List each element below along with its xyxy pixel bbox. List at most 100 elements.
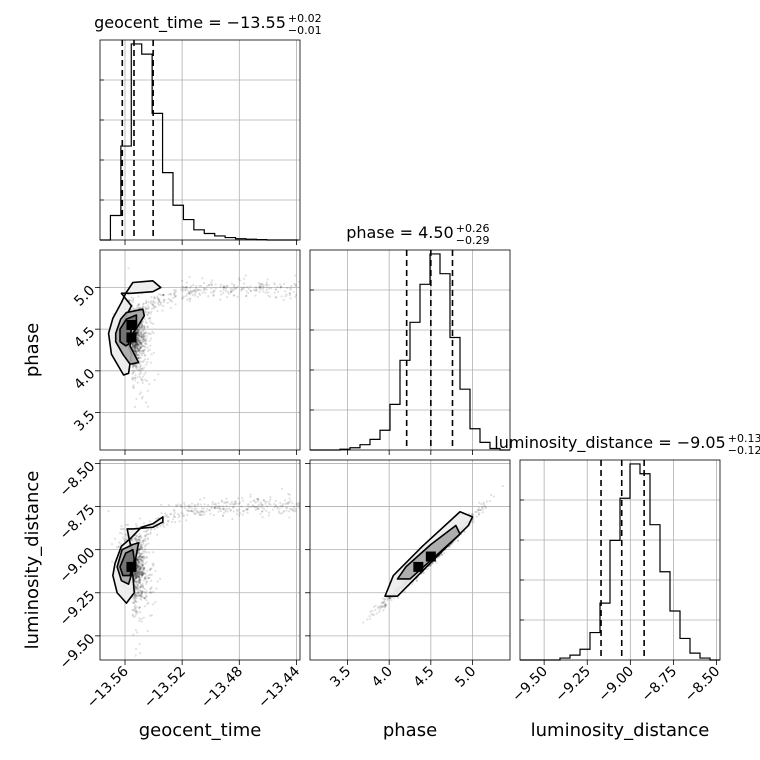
scatter-luminosity_distance-vs-geocent_time-point [138, 562, 141, 565]
scatter-luminosity_distance-vs-geocent_time-point [134, 572, 137, 575]
scatter-luminosity_distance-vs-geocent_time-point [226, 501, 229, 504]
scatter-phase-vs-geocent_time-point [146, 313, 149, 316]
scatter-phase-vs-geocent_time-point [137, 328, 140, 332]
scatter-phase-vs-geocent_time-point [132, 297, 135, 300]
scatter-phase-vs-geocent_time-point [154, 301, 157, 304]
scatter-phase-vs-geocent_time-point [174, 290, 177, 293]
scatter-luminosity_distance-vs-geocent_time-point [247, 503, 251, 506]
scatter-phase-vs-geocent_time-point [133, 350, 137, 353]
scatter-luminosity_distance-vs-phase-point [384, 605, 387, 608]
scatter-luminosity_distance-vs-geocent_time-point [135, 540, 138, 543]
scatter-phase-vs-geocent_time-point [137, 357, 141, 360]
scatter-phase-vs-geocent_time-point [214, 287, 217, 290]
scatter-phase-vs-geocent_time-point [202, 287, 206, 290]
scatter-phase-vs-geocent_time-point [131, 378, 134, 381]
scatter-luminosity_distance-vs-geocent_time-point [228, 507, 231, 510]
scatter-luminosity_distance-vs-geocent_time-point [296, 502, 299, 505]
scatter-phase-vs-geocent_time-point [137, 332, 140, 335]
scatter-luminosity_distance-vs-phase-plot-area [362, 484, 504, 624]
scatter-luminosity_distance-vs-geocent_time-point [141, 572, 144, 575]
scatter-phase-vs-geocent_time-point [136, 346, 139, 349]
scatter-luminosity_distance-vs-phase-point [389, 597, 393, 600]
scatter-luminosity_distance-vs-geocent_time-point [146, 602, 149, 605]
scatter-phase-vs-geocent_time-point [144, 342, 147, 345]
scatter-phase-vs-geocent_time-point [186, 289, 189, 292]
scatter-phase-vs-geocent_time-point [145, 363, 148, 366]
scatter-phase-vs-geocent_time-point [200, 285, 203, 288]
scatter-phase-vs-geocent_time-point [135, 397, 138, 400]
scatter-luminosity_distance-vs-phase-point [379, 604, 383, 607]
scatter-luminosity_distance-vs-geocent_time-point [137, 566, 140, 569]
scatter-luminosity_distance-vs-geocent_time-point [134, 575, 137, 578]
scatter-phase-vs-geocent_time-point [138, 329, 141, 332]
scatter-luminosity_distance-vs-geocent_time-point [139, 542, 142, 545]
scatter-luminosity_distance-vs-geocent_time-point [297, 503, 300, 506]
scatter-phase-vs-geocent_time-point [188, 291, 191, 294]
scatter-phase-vs-geocent_time-point [138, 347, 141, 350]
scatter-luminosity_distance-vs-phase-point [372, 605, 376, 608]
scatter-phase-vs-geocent_time-point [292, 290, 296, 294]
hist-luminosity_distance-bin-17 [690, 653, 700, 660]
scatter-phase-vs-geocent_time-point [162, 300, 166, 304]
scatter-phase-vs-geocent_time-point [290, 285, 293, 288]
scatter-luminosity_distance-vs-phase-point [382, 605, 385, 608]
scatter-phase-vs-geocent_time-point [148, 332, 151, 335]
scatter-luminosity_distance-vs-phase-point [376, 606, 380, 610]
scatter-luminosity_distance-vs-geocent_time-point [117, 545, 120, 548]
scatter-phase-vs-geocent_time-point [136, 336, 139, 339]
scatter-phase-vs-geocent_time-point [242, 277, 246, 280]
scatter-phase-vs-geocent_time-point [137, 329, 141, 332]
scatter-luminosity_distance-vs-phase-point [390, 599, 393, 602]
scatter-luminosity_distance-vs-geocent_time-point [133, 594, 136, 598]
scatter-phase-vs-geocent_time-point [222, 284, 225, 287]
scatter-luminosity_distance-vs-geocent_time-point [137, 590, 140, 593]
scatter-phase-vs-geocent_time-point [252, 288, 256, 291]
scatter-phase-vs-geocent_time-point [150, 295, 153, 299]
y-axis-label-phase: phase [22, 323, 43, 377]
scatter-luminosity_distance-vs-geocent_time-point [140, 591, 143, 595]
scatter-luminosity_distance-vs-geocent_time-point [141, 552, 144, 555]
scatter-luminosity_distance-vs-geocent_time-point [138, 548, 141, 551]
scatter-luminosity_distance-vs-geocent_time-point [147, 542, 150, 545]
scatter-luminosity_distance-vs-geocent_time-point [274, 503, 277, 506]
scatter-luminosity_distance-vs-geocent_time-point [138, 552, 141, 555]
scatter-luminosity_distance-vs-geocent_time-point [238, 514, 241, 517]
scatter-luminosity_distance-vs-geocent_time-point [144, 572, 147, 575]
scatter-phase-vs-geocent_time-point [149, 332, 152, 336]
scatter-luminosity_distance-vs-phase-point [477, 508, 480, 512]
scatter-luminosity_distance-vs-geocent_time-point [175, 505, 178, 508]
scatter-luminosity_distance-vs-geocent_time-point [141, 564, 144, 567]
scatter-luminosity_distance-vs-geocent_time-point [279, 504, 282, 507]
scatter-phase-vs-geocent_time-point [130, 343, 134, 346]
scatter-luminosity_distance-vs-phase-point [477, 506, 481, 509]
scatter-luminosity_distance-vs-geocent_time-point [142, 586, 145, 589]
scatter-phase-vs-geocent_time-point [141, 381, 144, 384]
scatter-luminosity_distance-vs-geocent_time-point [137, 560, 140, 564]
scatter-luminosity_distance-vs-geocent_time-point [125, 523, 128, 526]
scatter-phase-vs-geocent_time-point [262, 284, 265, 287]
scatter-luminosity_distance-vs-geocent_time-point [138, 539, 141, 542]
scatter-luminosity_distance-vs-geocent_time-point [178, 520, 181, 523]
scatter-phase-vs-geocent_time-point [135, 343, 138, 346]
scatter-phase-vs-geocent_time-point [142, 334, 145, 337]
scatter-phase-vs-geocent_time-point [147, 349, 150, 352]
scatter-phase-vs-geocent_time-point [142, 305, 145, 308]
scatter-luminosity_distance-vs-geocent_time-point [276, 507, 279, 510]
hist-phase-title-plus: +0.26 [456, 222, 490, 235]
scatter-luminosity_distance-vs-geocent_time-point [140, 556, 143, 559]
scatter-phase-vs-geocent_time-point [139, 345, 142, 348]
scatter-phase-vs-geocent_time-point [144, 301, 148, 304]
scatter-luminosity_distance-vs-geocent_time-point [134, 579, 137, 583]
scatter-phase-vs-geocent_time-point [137, 350, 140, 353]
scatter-luminosity_distance-vs-phase-point [475, 510, 478, 513]
scatter-phase-vs-geocent_time-point [152, 331, 155, 335]
scatter-phase-vs-geocent_time-point [136, 347, 139, 350]
scatter-phase-vs-geocent_time-point [294, 295, 297, 298]
scatter-phase-vs-geocent_time-point [152, 300, 155, 303]
scatter-luminosity_distance-vs-geocent_time-point [208, 509, 212, 512]
hist-luminosity_distance-title-minus: −0.12 [728, 444, 760, 457]
scatter-luminosity_distance-vs-phase-point [443, 551, 446, 555]
scatter-luminosity_distance-vs-geocent_time-point [138, 573, 141, 576]
scatter-luminosity_distance-vs-geocent_time-point [141, 559, 144, 562]
scatter-luminosity_distance-vs-geocent_time-point [114, 537, 117, 540]
